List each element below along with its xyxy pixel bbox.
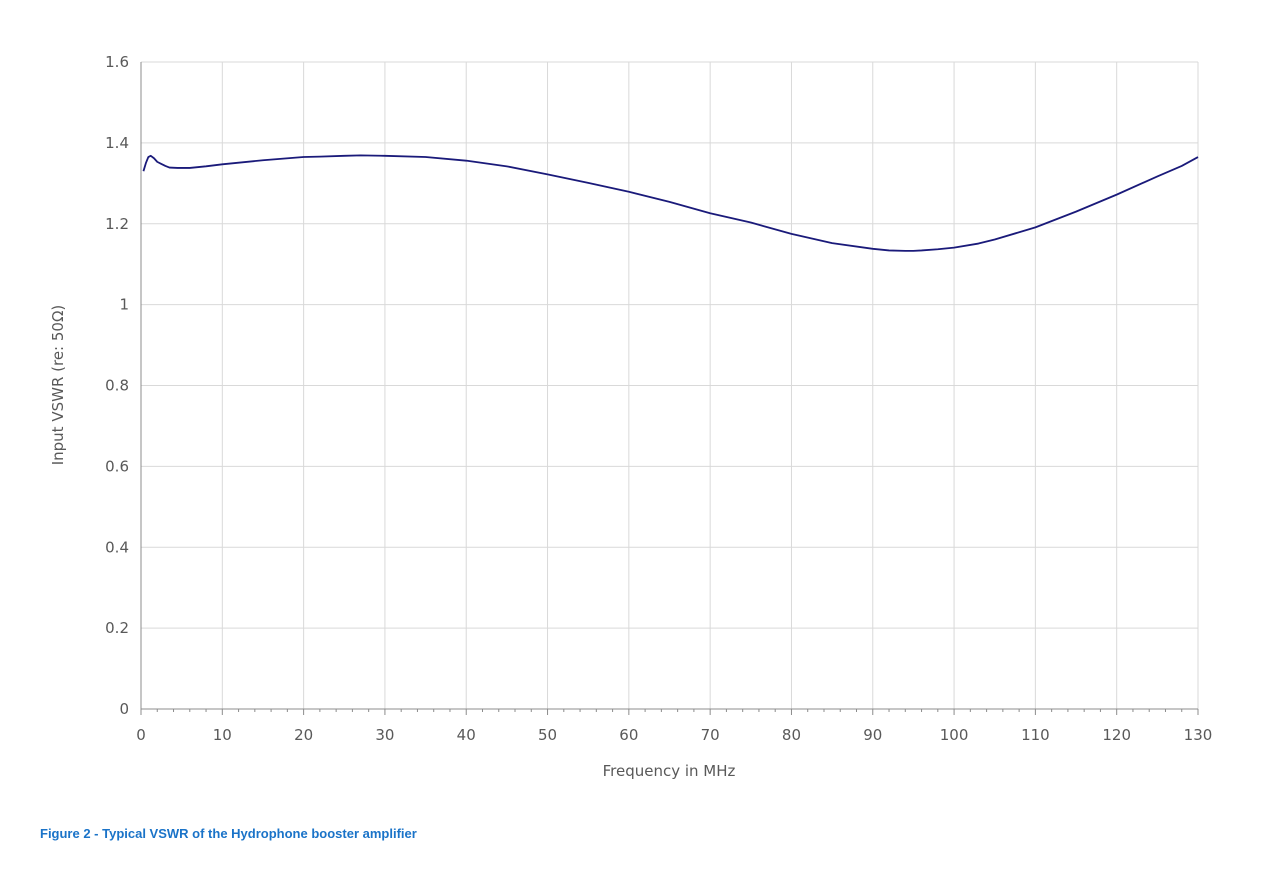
x-tick-label: 80 [782, 726, 801, 744]
y-tick-label: 0.6 [105, 457, 129, 475]
x-tick-label: 30 [375, 726, 394, 744]
x-tick-label: 50 [538, 726, 557, 744]
vswr-series-line [142, 154, 1199, 252]
figure-caption: Figure 2 - Typical VSWR of the Hydrophon… [40, 826, 417, 841]
grid-lines [141, 61, 1199, 709]
y-tick-label: 1 [119, 296, 129, 314]
y-tick-label: 1.4 [105, 134, 129, 152]
x-tick-label: 40 [457, 726, 476, 744]
x-tick-label: 130 [1184, 726, 1213, 744]
x-tick-label: 100 [940, 726, 969, 744]
x-tick-label: 20 [294, 726, 313, 744]
x-tick-label: 10 [213, 726, 232, 744]
y-tick-label: 1.2 [105, 215, 129, 233]
x-tick-label: 110 [1021, 726, 1050, 744]
x-tick-label: 120 [1102, 726, 1131, 744]
x-tick-label: 60 [619, 726, 638, 744]
x-tick-label: 0 [136, 726, 146, 744]
y-tick-label: 0.8 [105, 377, 129, 395]
x-tick-label: 70 [701, 726, 720, 744]
x-axis-title: Frequency in MHz [603, 762, 736, 780]
y-tick-label: 0.4 [105, 538, 129, 556]
axes [140, 61, 1199, 715]
vswr-chart: 0 0.2 0.4 0.6 0.8 1 1.2 1.4 1.6 0 10 20 30 40 50 60 70 80… [49, 53, 1212, 780]
tick-labels: 0 0.2 0.4 0.6 0.8 1 1.2 1.4 1.6 0 10 20 30 40 50 60 70 80… [105, 53, 1212, 744]
y-axis-title: Input VSWR (re: 50Ω) [49, 305, 67, 466]
series-layer [142, 154, 1199, 252]
y-tick-label: 0 [119, 700, 129, 718]
y-tick-label: 1.6 [105, 53, 129, 71]
x-tick-label: 90 [863, 726, 882, 744]
y-tick-label: 0.2 [105, 619, 129, 637]
